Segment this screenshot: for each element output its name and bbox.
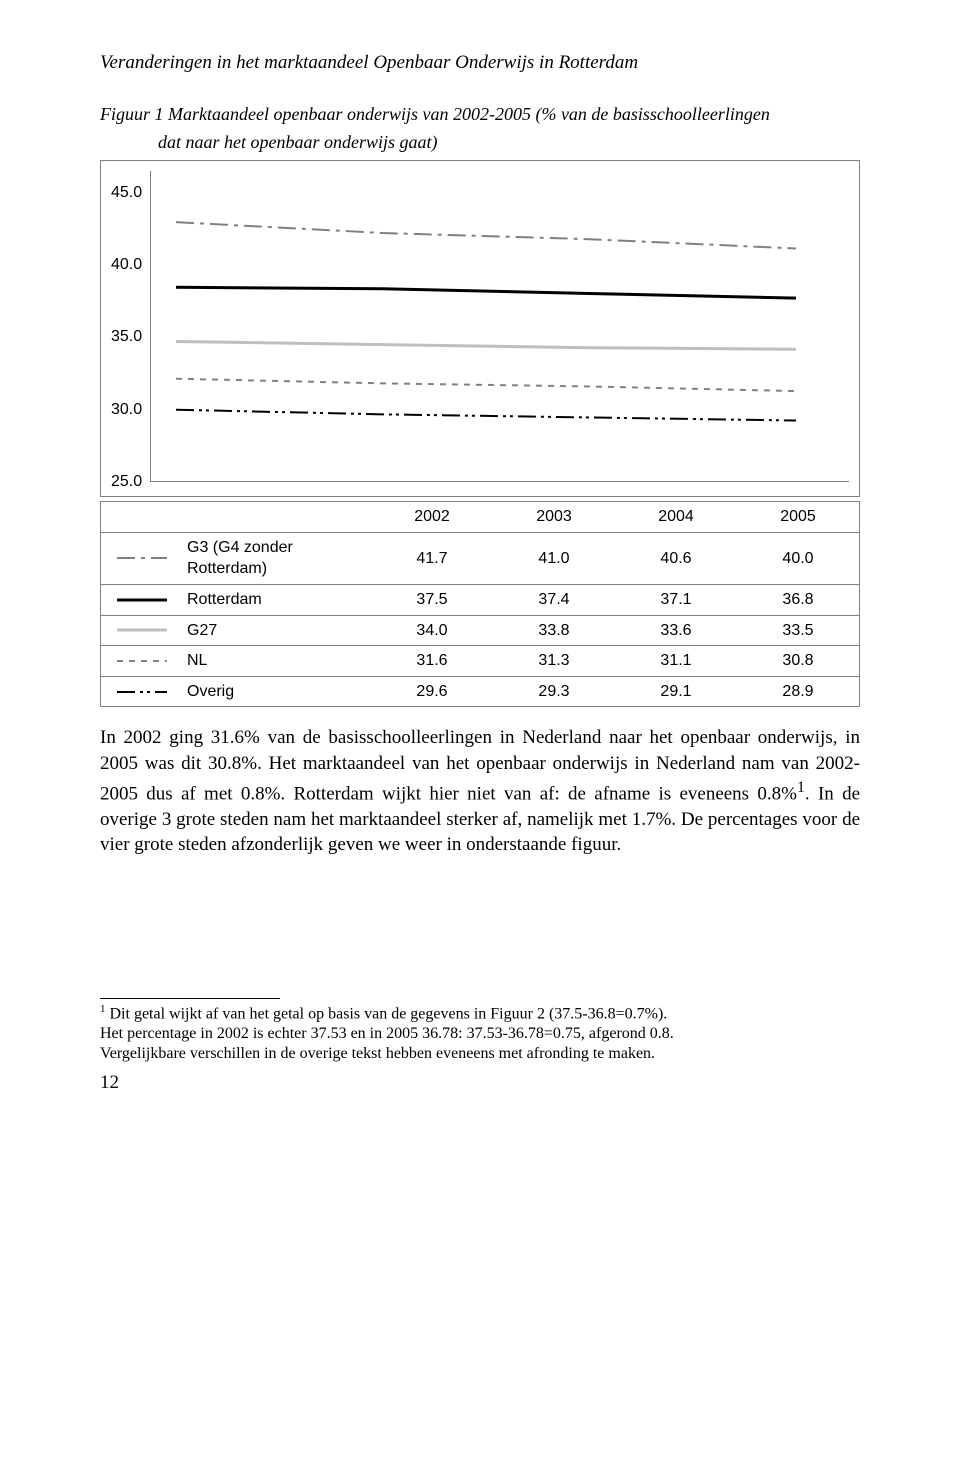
legend-label-overig: Overig: [183, 677, 371, 707]
legend-swatch-g3: [101, 547, 183, 569]
ytick-1: 40.0: [111, 254, 142, 276]
plot-wrap: 45.0 40.0 35.0 30.0 25.0: [111, 171, 849, 482]
legend-value-g3-0: 41.7: [371, 544, 493, 574]
legend-value-g27-3: 33.5: [737, 616, 859, 646]
ytick-4: 25.0: [111, 470, 142, 492]
legend-row-rotterdam: Rotterdam37.537.437.136.8: [101, 585, 859, 616]
body-footnote-ref: 1: [797, 779, 805, 796]
legend-value-rotterdam-2: 37.1: [615, 585, 737, 615]
legend-value-g27-1: 33.8: [493, 616, 615, 646]
legend-row-overig: Overig29.629.329.128.9: [101, 677, 859, 707]
footnote-line2: Het percentage in 2002 is echter 37.53 e…: [100, 1025, 674, 1042]
legend-header-swatch: [101, 513, 183, 521]
body-text: In 2002 ging 31.6% van de basisschoollee…: [100, 725, 860, 858]
legend-label-g27: G27: [183, 616, 371, 646]
legend-label-g3: G3 (G4 zonder Rotterdam): [183, 533, 371, 584]
legend-value-nl-0: 31.6: [371, 646, 493, 676]
legend-value-nl-1: 31.3: [493, 646, 615, 676]
legend-value-overig-0: 29.6: [371, 677, 493, 707]
legend-value-g3-2: 40.6: [615, 544, 737, 574]
legend-value-nl-2: 31.1: [615, 646, 737, 676]
legend-value-rotterdam-3: 36.8: [737, 585, 859, 615]
legend-value-g3-3: 40.0: [737, 544, 859, 574]
legend-row-nl: NL31.631.331.130.8: [101, 646, 859, 677]
legend-value-rotterdam-1: 37.4: [493, 585, 615, 615]
legend-header: 2002200320042005: [101, 502, 859, 533]
legend-swatch-rotterdam: [101, 589, 183, 611]
legend-table: 2002200320042005G3 (G4 zonder Rotterdam)…: [100, 501, 860, 707]
figure-caption-line2: dat naar het openbaar onderwijs gaat): [100, 130, 860, 154]
footnote-separator: [100, 998, 280, 999]
legend-header-year-0: 2002: [371, 502, 493, 532]
legend-row-g3: G3 (G4 zonder Rotterdam)41.741.040.640.0: [101, 533, 859, 585]
legend-value-overig-2: 29.1: [615, 677, 737, 707]
ytick-0: 45.0: [111, 182, 142, 204]
legend-header-year-2: 2004: [615, 502, 737, 532]
legend-header-label: [183, 513, 371, 521]
page-number: 12: [100, 1070, 860, 1096]
body-part-1: In 2002 ging 31.6% van de basisschoollee…: [100, 727, 860, 804]
legend-label-rotterdam: Rotterdam: [183, 585, 371, 615]
y-axis: 45.0 40.0 35.0 30.0 25.0: [111, 171, 150, 481]
legend-value-rotterdam-0: 37.5: [371, 585, 493, 615]
legend-value-g27-0: 34.0: [371, 616, 493, 646]
legend-value-overig-3: 28.9: [737, 677, 859, 707]
ytick-2: 35.0: [111, 326, 142, 348]
legend-value-nl-3: 30.8: [737, 646, 859, 676]
legend-swatch-overig: [101, 681, 183, 703]
footnote-line3: Vergelijkbare verschillen in de overige …: [100, 1045, 655, 1062]
legend-swatch-g27: [101, 619, 183, 641]
figure-caption-line1: Figuur 1 Marktaandeel openbaar onderwijs…: [100, 102, 860, 126]
legend-row-g27: G2734.033.833.633.5: [101, 616, 859, 647]
plot-area: [150, 171, 849, 482]
legend-header-year-3: 2005: [737, 502, 859, 532]
footnote: 1 Dit getal wijkt af van het getal op ba…: [100, 1003, 860, 1064]
legend-label-nl: NL: [183, 646, 371, 676]
legend-header-year-1: 2003: [493, 502, 615, 532]
footnote-line1: Dit getal wijkt af van het getal op basi…: [106, 1005, 668, 1022]
page-title: Veranderingen in het marktaandeel Openba…: [100, 50, 860, 76]
legend-value-g27-2: 33.6: [615, 616, 737, 646]
legend-swatch-nl: [101, 650, 183, 672]
legend-value-g3-1: 41.0: [493, 544, 615, 574]
chart-panel: 45.0 40.0 35.0 30.0 25.0: [100, 160, 860, 497]
ytick-3: 30.0: [111, 398, 142, 420]
legend-value-overig-1: 29.3: [493, 677, 615, 707]
